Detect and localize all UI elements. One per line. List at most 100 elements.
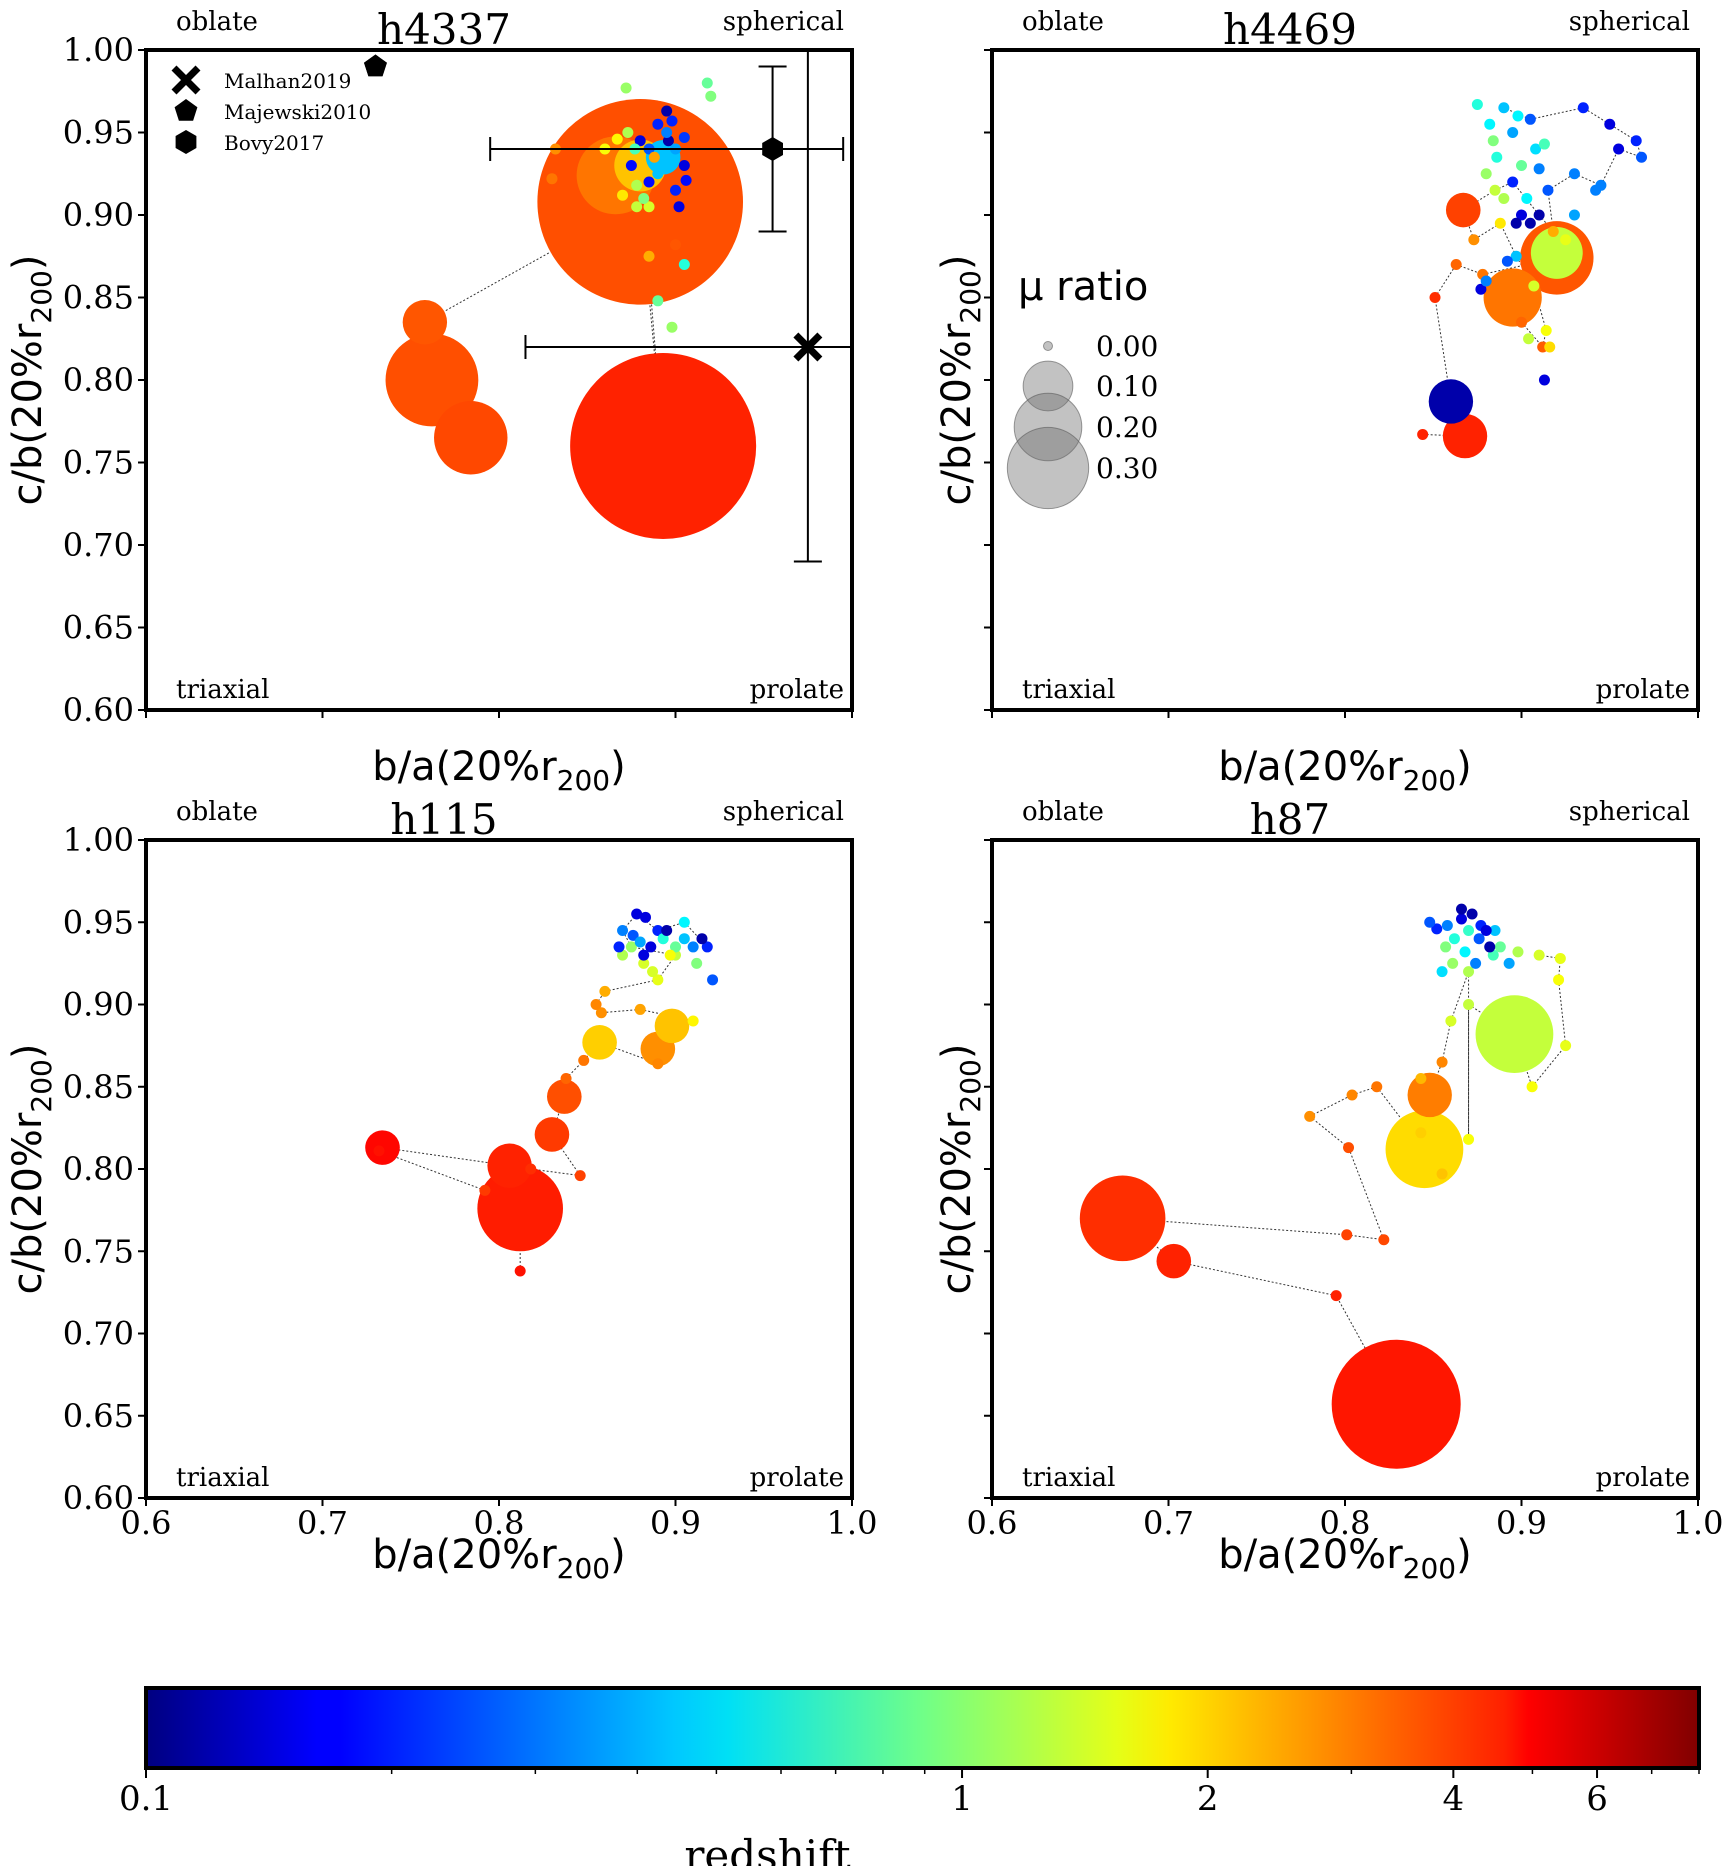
data-point [634,1003,646,1015]
data-point [666,115,678,127]
data-point [1463,924,1475,936]
data-point [578,1054,590,1066]
data-point [673,201,685,213]
size-legend-circle [1043,341,1053,351]
corner-label-spherical: spherical [723,797,844,827]
data-point [661,924,673,936]
data-point [546,173,558,185]
data-point [1343,1142,1355,1154]
data-point [1385,1110,1464,1189]
legend-label: Malhan2019 [224,69,351,93]
data-point [1484,118,1496,130]
data-point [1463,1133,1475,1145]
y-axis-label-sub: 200 [954,270,987,323]
data-point [678,933,690,945]
corner-label-prolate: prolate [1596,1463,1690,1493]
track-line [1348,1147,1385,1240]
data-point [599,985,611,997]
data-point [1415,1127,1427,1139]
data-point [1516,316,1527,328]
data-point [661,127,673,138]
data-point [1428,379,1474,424]
data-point [1455,913,1467,925]
track-line [1173,1260,1337,1297]
data-point [1448,933,1460,945]
data-point [1445,192,1481,228]
data-point [678,259,690,270]
y-axis-label-main: c/b(20%r [5,1112,51,1294]
data-point [687,1015,699,1027]
x-marker [171,65,201,95]
data-point [595,1007,607,1019]
corner-label-triaxial: triaxial [1022,675,1116,705]
track-line [601,1008,641,1014]
panel-title: h4469 [1223,5,1357,54]
y-tick-label: 0.95 [63,114,134,152]
data-point [1530,143,1542,155]
data-point [701,77,713,89]
y-tick-label: 0.85 [63,279,134,317]
data-point [1498,193,1510,204]
data-point [1544,341,1556,353]
x-axis-label-end: ) [1456,744,1472,790]
data-point [1516,209,1527,221]
corner-label-spherical: spherical [1569,797,1690,827]
data-point [666,321,678,333]
data-point [1523,333,1535,345]
data-point [1553,974,1565,986]
size-legend-label: 0.00 [1096,330,1158,363]
data-point [613,941,625,953]
data-point [1590,184,1602,196]
track-line [1309,1115,1349,1149]
data-point [678,160,690,171]
data-point [487,1143,532,1188]
data-point [638,949,650,961]
data-point [670,239,681,251]
data-point [1445,1015,1457,1027]
track-line [1309,1094,1353,1117]
x-axis-label: b/a(20%r200) [372,1532,625,1585]
track-line [1346,1234,1384,1241]
data-point [1510,217,1522,229]
data-point [1378,1234,1390,1246]
data-point [634,135,646,147]
x-tick-label: 0.8 [474,1504,525,1542]
y-axis-label-end: ) [5,1044,51,1060]
data-point [1494,217,1506,229]
data-point [1487,949,1499,961]
y-axis-label-sub: 200 [954,1059,987,1112]
data-point [1524,217,1536,229]
data-point [1542,184,1554,196]
data-point [1436,1168,1448,1180]
x-axis-label: b/a(20%r200) [1218,744,1471,797]
data-point [574,1170,586,1182]
data-point [687,941,699,953]
data-point [1560,234,1572,246]
data-point [1560,1040,1572,1052]
data-point [1503,957,1515,969]
data-point [1436,1056,1448,1068]
panel-title: h115 [390,795,497,844]
x-axis-label: b/a(20%r200) [1218,1532,1471,1585]
x-tick-label: 0.7 [297,1504,348,1542]
data-point [1512,946,1524,958]
data-point [657,933,669,945]
y-axis-label-sub: 200 [25,1059,58,1112]
data-point [678,131,690,143]
data-point [664,949,676,961]
data-point [696,933,708,945]
data-point [1491,151,1503,163]
x-axis-label-sub: 200 [1403,1552,1456,1585]
track-line [1558,979,1567,1046]
data-point [1468,234,1480,246]
track-line [382,1147,510,1167]
track-line [1482,257,1557,275]
corner-label-oblate: oblate [176,7,258,37]
data-point [1510,250,1522,262]
x-tick-label: 0.7 [1143,1504,1194,1542]
data-point [1507,127,1519,138]
track-line [1530,107,1584,120]
data-point [1512,110,1524,122]
data-point [1498,102,1510,114]
x-axis-label-end: ) [610,744,626,790]
